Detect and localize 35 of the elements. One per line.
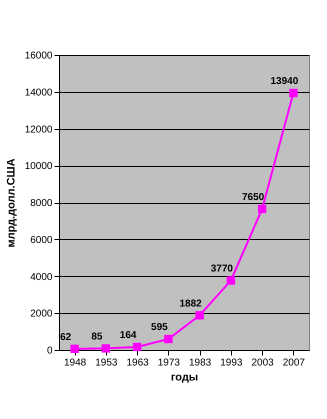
y-tick-label: 2000 <box>30 308 53 320</box>
y-tick-label: 16000 <box>24 50 53 62</box>
point <box>102 344 110 353</box>
data-label: 3770 <box>210 263 234 274</box>
point <box>70 344 79 354</box>
y-tick-label: 10000 <box>24 161 53 172</box>
y-tick-label: 4000 <box>30 272 53 283</box>
x-tick-label: 1963 <box>126 358 150 368</box>
y-tick-label: 6000 <box>30 234 53 246</box>
x-tick-label: 1983 <box>189 358 212 368</box>
y-tick-label: 14000 <box>24 87 53 98</box>
data-label: 62 <box>60 332 72 343</box>
x-tick-label: 2007 <box>282 358 306 368</box>
data-label: 13940 <box>270 76 299 87</box>
y-tick-label: 8000 <box>30 198 53 209</box>
y-axis-title: млрд.долл.США <box>6 158 18 248</box>
y-tick-label: 0 <box>46 346 53 356</box>
point <box>289 88 298 98</box>
point <box>226 276 236 285</box>
x-axis-title: годы <box>170 372 198 384</box>
data-label: 7650 <box>242 192 265 203</box>
point <box>258 204 266 214</box>
data-label: 85 <box>91 331 103 342</box>
x-tick-label: 1953 <box>95 358 118 368</box>
data-label: 595 <box>151 322 168 334</box>
point <box>195 311 204 320</box>
x-tick-label: 1973 <box>158 358 180 368</box>
data-label: 1882 <box>180 298 202 310</box>
x-tick-label: 1993 <box>220 358 243 368</box>
data-label: 164 <box>120 330 137 341</box>
x-tick-label: 2003 <box>252 358 274 368</box>
point <box>164 334 173 344</box>
x-tick-label: 1948 <box>64 358 87 368</box>
y-tick-label: 12000 <box>24 124 53 136</box>
point <box>132 342 142 352</box>
